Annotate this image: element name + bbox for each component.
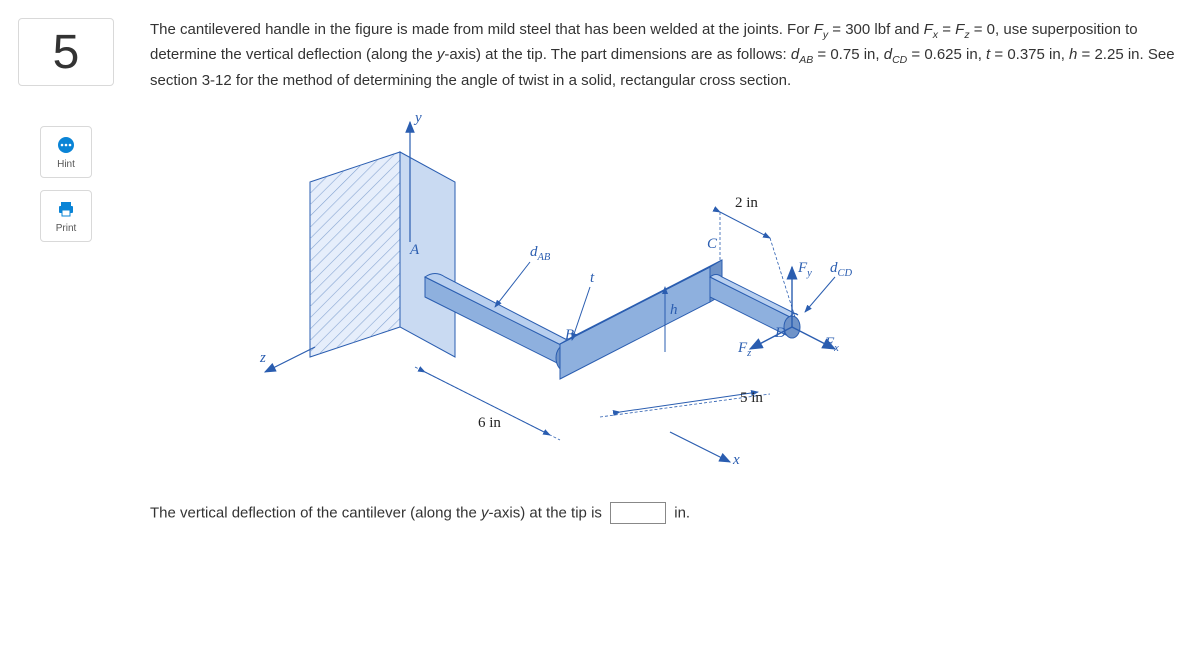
dcd-label: dCD bbox=[830, 260, 852, 279]
print-button[interactable]: Print bbox=[40, 190, 92, 242]
problem-statement: The cantilevered handle in the figure is… bbox=[150, 18, 1180, 92]
hint-label: Hint bbox=[57, 159, 75, 170]
print-label: Print bbox=[56, 223, 77, 234]
hint-button[interactable]: Hint bbox=[40, 126, 92, 178]
point-b-label: B bbox=[565, 327, 574, 344]
h-label: h bbox=[670, 302, 678, 319]
t-label: t bbox=[590, 270, 594, 287]
six-in-label: 6 in bbox=[478, 415, 501, 432]
two-in-label: 2 in bbox=[735, 195, 758, 212]
axis-y-label: y bbox=[415, 110, 422, 127]
deflection-input[interactable] bbox=[610, 502, 666, 524]
answer-unit: in. bbox=[670, 504, 690, 521]
figure: y z x A dAB t B h C 2 in Fy dCD D Fx Fz … bbox=[210, 112, 850, 492]
question-number: 5 bbox=[18, 18, 114, 86]
five-in-label: 5 in bbox=[740, 390, 763, 407]
fy-label: Fy bbox=[798, 260, 812, 279]
dab-label: dAB bbox=[530, 244, 550, 263]
answer-row: The vertical deflection of the cantileve… bbox=[150, 502, 1180, 524]
point-a-label: A bbox=[410, 242, 419, 259]
axis-x-label: x bbox=[733, 452, 740, 469]
print-icon bbox=[56, 199, 76, 219]
answer-text-2: -axis) at the tip is bbox=[489, 504, 607, 521]
fx-label: Fx bbox=[825, 335, 839, 354]
point-c-label: C bbox=[707, 236, 717, 253]
point-d-label: D bbox=[775, 325, 786, 342]
hint-icon bbox=[56, 135, 76, 155]
answer-text-1: The vertical deflection of the cantileve… bbox=[150, 504, 481, 521]
fz-label: Fz bbox=[738, 340, 751, 359]
axis-z-label: z bbox=[260, 350, 266, 367]
